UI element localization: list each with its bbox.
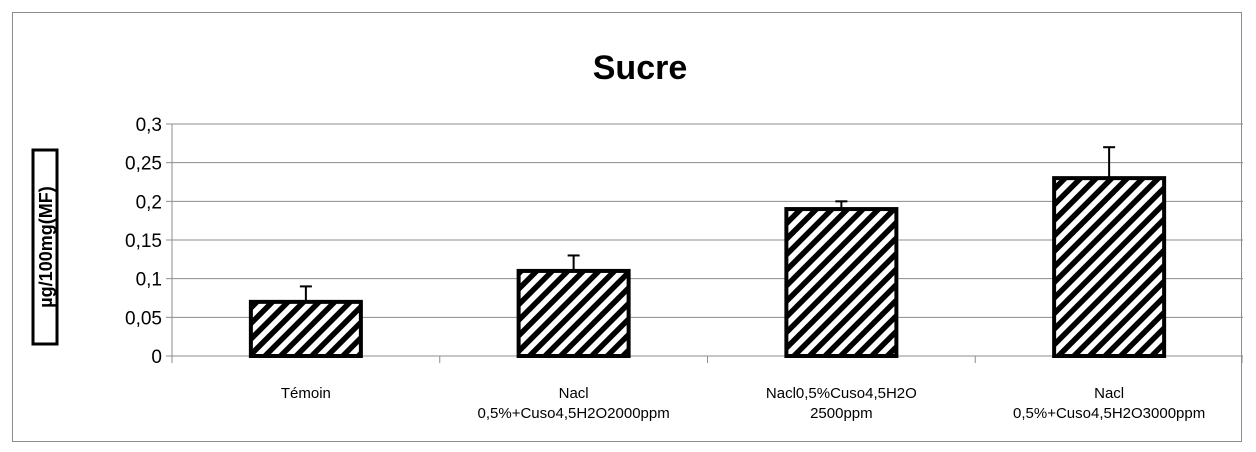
bar	[516, 268, 631, 358]
y-tick-label: 0,05	[125, 308, 162, 329]
chart-frame: Sucre µg/100mg(MF) 0 0,05 0,1 0,15 0,2 0,25 0,…	[12, 12, 1243, 442]
y-axis-label-box	[31, 148, 59, 346]
x-category-label-line: 0,5%+Cuso4,5H2O3000ppm	[1013, 405, 1205, 422]
bar	[784, 207, 899, 358]
y-axis-ticks: 0 0,05 0,1 0,15 0,2 0,25 0,3	[125, 115, 172, 368]
y-tick-label: 0,3	[136, 115, 162, 136]
y-tick-label: 0,2	[136, 192, 162, 213]
x-axis-labels: Témoin Nacl 0,5%+Cuso4,5H2O2000ppmNacl0,5%…	[281, 385, 1205, 422]
x-category-label-line: Nacl0,5%Cuso4,5H2O	[766, 385, 917, 402]
x-category-label: Nacl 0,5%+Cuso4,5H2O2000ppm	[478, 385, 670, 422]
chart-title: Sucre	[593, 49, 688, 87]
x-category-label: Témoin	[281, 385, 331, 402]
bars	[248, 176, 1167, 359]
x-category-label-line: Témoin	[281, 385, 331, 402]
y-tick-label: 0	[151, 347, 162, 368]
bar	[248, 299, 363, 359]
y-axis-label: µg/100mg(MF)	[36, 186, 56, 307]
x-category-label-line: Nacl	[1094, 385, 1124, 402]
y-axis-label-group: µg/100mg(MF)	[31, 148, 59, 346]
x-category-label-line: Nacl	[559, 385, 589, 402]
x-category-label: Nacl 0,5%+Cuso4,5H2O3000ppm	[1013, 385, 1205, 422]
x-category-label: Nacl0,5%Cuso4,5H2O 2500ppm	[766, 385, 917, 422]
chart-svg: Sucre µg/100mg(MF) 0 0,05 0,1 0,15 0,2 0,25 0,…	[31, 49, 1243, 422]
error-bars	[299, 146, 1116, 302]
y-tick-label: 0,1	[136, 270, 162, 291]
y-tick-label: 0,15	[125, 231, 162, 252]
bar	[1052, 176, 1167, 358]
y-tick-label: 0,25	[125, 154, 162, 175]
x-category-label-line: 0,5%+Cuso4,5H2O2000ppm	[478, 405, 670, 422]
x-category-label-line: 2500ppm	[810, 405, 873, 422]
